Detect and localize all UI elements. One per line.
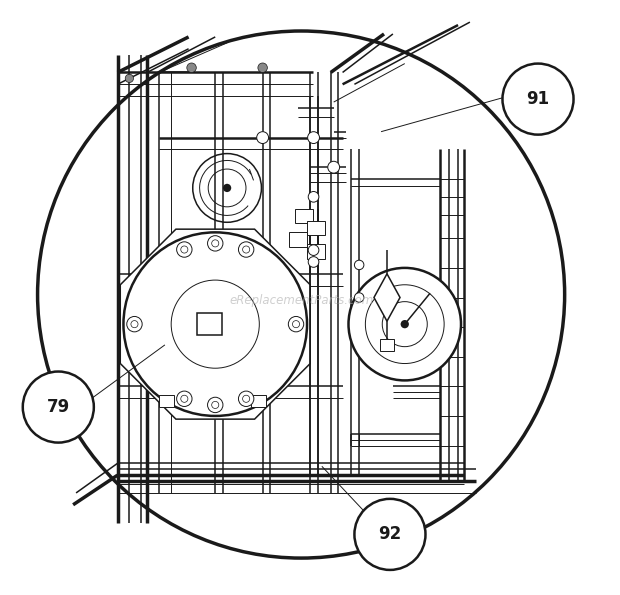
Circle shape — [223, 184, 231, 192]
Text: eReplacementParts.com: eReplacementParts.com — [229, 294, 373, 307]
Circle shape — [502, 64, 574, 134]
Circle shape — [38, 31, 565, 558]
Circle shape — [242, 395, 250, 402]
Circle shape — [365, 285, 444, 364]
Circle shape — [187, 63, 197, 73]
Circle shape — [208, 236, 223, 251]
Circle shape — [355, 499, 425, 570]
Circle shape — [126, 317, 142, 332]
Text: 92: 92 — [378, 525, 402, 543]
Polygon shape — [120, 229, 310, 419]
Circle shape — [242, 246, 250, 253]
Circle shape — [239, 242, 254, 257]
Text: 79: 79 — [46, 398, 70, 416]
Circle shape — [177, 242, 192, 257]
Bar — [380, 339, 394, 351]
Text: 91: 91 — [526, 90, 549, 108]
Circle shape — [308, 245, 319, 255]
Circle shape — [177, 391, 192, 406]
Circle shape — [328, 161, 340, 173]
Bar — [307, 244, 325, 259]
Circle shape — [123, 233, 307, 416]
Circle shape — [181, 246, 188, 253]
Polygon shape — [159, 395, 174, 407]
Circle shape — [23, 371, 94, 443]
Circle shape — [293, 321, 299, 328]
Circle shape — [211, 402, 219, 409]
Circle shape — [131, 321, 138, 328]
Bar — [307, 221, 325, 235]
Circle shape — [308, 131, 319, 143]
Polygon shape — [374, 274, 400, 321]
Bar — [290, 233, 307, 247]
Circle shape — [211, 240, 219, 247]
Circle shape — [171, 280, 259, 368]
Circle shape — [348, 268, 461, 380]
Bar — [197, 313, 222, 336]
Circle shape — [355, 293, 364, 302]
Circle shape — [288, 317, 304, 332]
Polygon shape — [250, 395, 265, 407]
Circle shape — [181, 395, 188, 402]
Circle shape — [401, 320, 409, 328]
Circle shape — [308, 256, 319, 267]
Bar — [295, 209, 313, 224]
Circle shape — [355, 260, 364, 270]
Circle shape — [125, 74, 133, 83]
Circle shape — [383, 302, 427, 347]
Circle shape — [308, 192, 319, 202]
Circle shape — [257, 131, 268, 143]
Circle shape — [239, 391, 254, 406]
Circle shape — [258, 63, 267, 73]
Circle shape — [208, 397, 223, 412]
